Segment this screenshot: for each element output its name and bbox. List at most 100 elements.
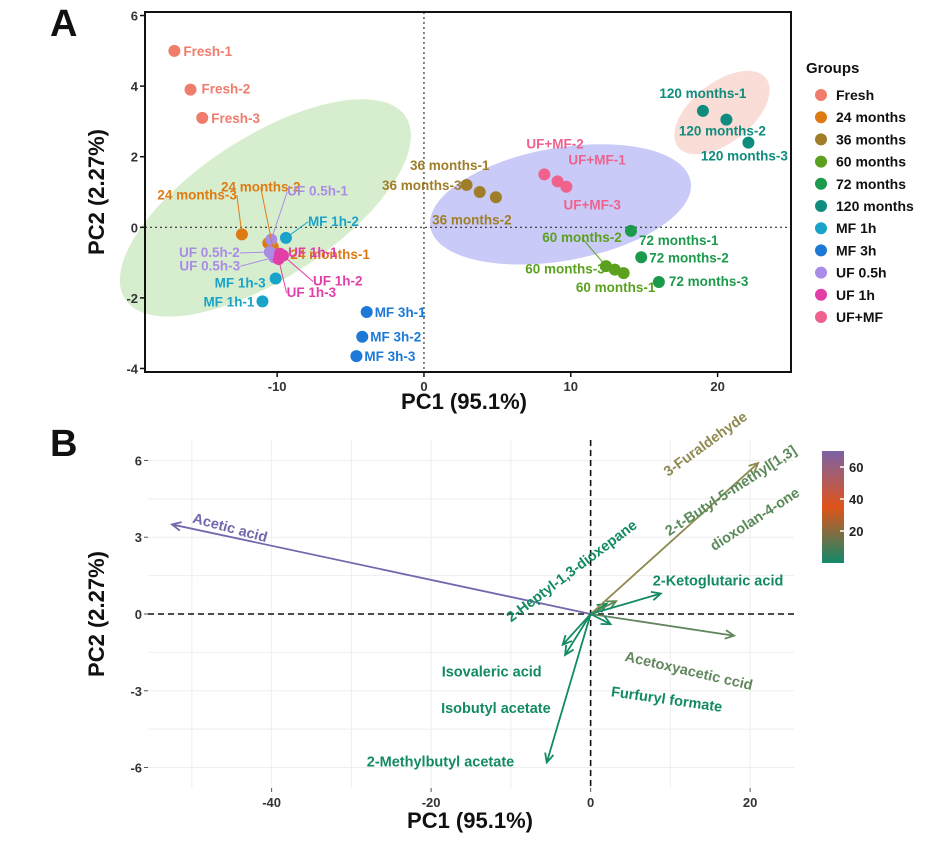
point-72-months-3 — [652, 276, 665, 288]
point-label-uf-0-5h-1: UF 0.5h-1 — [287, 184, 348, 199]
point-fresh-1 — [168, 44, 181, 57]
point-uf-mf-2 — [538, 168, 551, 181]
vector-label-2-methylbutyl-acetate: 2-Methylbutyl acetate — [367, 754, 514, 770]
point-120-months-1 — [696, 104, 709, 117]
point-label-uf-1h-1: UF 1h-1 — [288, 245, 338, 260]
vector-label-2-ketoglutaric-acid: 2-Ketoglutaric acid — [653, 574, 784, 590]
legend-label-fresh: Fresh — [836, 87, 874, 103]
legend-label-36-months: 36 months — [836, 131, 906, 147]
point-label-60-months-1: 60 months-1 — [576, 280, 656, 295]
point-label-72-months-1: 72 months-1 — [639, 233, 719, 248]
y-tick-label: -2 — [126, 291, 138, 306]
point-uf-mf-1 — [560, 180, 573, 193]
label-leader-line — [239, 251, 270, 254]
vector-label-isovaleric-acid: Isovaleric acid — [442, 665, 542, 681]
point-label-mf-1h-1: MF 1h-1 — [203, 294, 254, 309]
x-tick-label: 20 — [710, 379, 724, 394]
point-36-months-3 — [460, 178, 473, 191]
panel-a-plot-frame — [144, 11, 792, 373]
panel-a-points — [168, 44, 755, 363]
point-label-uf-0-5h-3: UF 0.5h-3 — [179, 258, 240, 273]
point-label-120-months-2: 120 months-2 — [679, 124, 766, 139]
point-label-24-months-3: 24 months-3 — [157, 187, 237, 202]
point-label-36-months-2: 36 months-2 — [432, 212, 512, 227]
vector-arrowhead-furfuryl-formate — [600, 615, 613, 626]
point-uf-mf-3 — [551, 175, 564, 188]
y-tick-label: -6 — [130, 761, 142, 776]
point-label-24-months-1: 24 months-1 — [290, 247, 370, 262]
label-leader-line — [270, 191, 288, 240]
legend-swatch-60-months — [815, 155, 827, 168]
legend-items: Fresh 24 months 36 months 60 months 72 month… — [815, 87, 914, 325]
vector-label-isobutyl-acetate: Isobutyl acetate — [441, 701, 551, 717]
point-label-120-months-3: 120 months-3 — [701, 149, 789, 164]
vector-isovaleric-acid — [562, 613, 592, 646]
ellipse-cluster-2 — [429, 144, 691, 265]
label-leader-line — [285, 221, 309, 239]
ellipse-cluster-1 — [119, 99, 411, 317]
x-tick-label: 0 — [420, 379, 427, 394]
panel-a-axis-ticks: -10 0 10 20 -4 -2 0 2 4 6 — [126, 9, 724, 394]
point-label-120-months-1: 120 months-1 — [659, 86, 747, 101]
y-tick-label: 2 — [131, 150, 138, 165]
legend: Groups Fresh 24 months 36 months 60 months 7… — [806, 60, 914, 325]
point-label-mf-3h-1: MF 3h-1 — [375, 305, 426, 320]
legend-label-120-months: 120 months — [836, 198, 914, 214]
vector-isobutyl-acetate — [564, 613, 592, 656]
point-60-months-3 — [608, 263, 621, 276]
label-leader-line — [581, 237, 607, 267]
point-label-fresh-2: Fresh-2 — [202, 82, 251, 97]
panel-letter-a: A — [50, 3, 77, 45]
vector-arrowhead-2-t-butyl-5-methyl-1-3 — [606, 600, 619, 610]
point-label-60-months-2: 60 months-2 — [542, 230, 622, 245]
vector-acetoxyacetic-ccid — [590, 613, 735, 637]
label-leader-line — [282, 255, 314, 282]
point-mf-1h-3 — [269, 272, 282, 285]
legend-title: Groups — [806, 60, 859, 77]
point-label-uf-1h-3: UF 1h-3 — [287, 285, 337, 300]
colorbar — [822, 451, 844, 563]
legend-swatch-mf-3h — [815, 244, 827, 257]
point-label-uf-mf-2: UF+MF-2 — [526, 136, 583, 151]
point-120-months-2 — [720, 113, 733, 126]
point-label-mf-3h-2: MF 3h-2 — [370, 330, 421, 345]
panel-a-ellipses — [119, 70, 770, 317]
legend-label-mf-1h: MF 1h — [836, 220, 876, 236]
vector-arrowhead-2-methylbutyl-acetate — [544, 752, 555, 765]
label-leader-line — [240, 256, 275, 267]
x-tick-label: -10 — [268, 379, 287, 394]
point-label-72-months-2: 72 months-2 — [649, 250, 729, 265]
x-tick-label: -20 — [422, 795, 441, 810]
point-label-36-months-3: 36 months-3 — [382, 178, 462, 193]
x-tick-label: 10 — [564, 379, 578, 394]
label-leader-line — [236, 195, 243, 235]
point-label-36-months-1: 36 months-1 — [410, 158, 490, 173]
y-tick-label: 4 — [131, 79, 139, 94]
point-label-uf-mf-1: UF+MF-1 — [568, 153, 626, 168]
point-fresh-3 — [196, 111, 209, 124]
legend-label-72-months: 72 months — [836, 176, 906, 192]
colorbar-tick-label: 60 — [849, 460, 863, 475]
vector-2-ketoglutaric-acid — [590, 592, 662, 615]
label-leader-line — [260, 187, 274, 247]
point-36-months-1 — [473, 186, 486, 198]
colorbar-tick-label: 20 — [849, 524, 863, 539]
panel-a-reference-lines — [145, 12, 791, 372]
legend-label-60-months: 60 months — [836, 154, 906, 170]
y-tick-label: 0 — [131, 220, 138, 235]
point-mf-1h-1 — [256, 295, 269, 308]
y-tick-label: 6 — [135, 453, 142, 468]
legend-swatch-fresh — [815, 89, 827, 101]
point-72-months-2 — [635, 251, 648, 264]
point-label-mf-3h-3: MF 3h-3 — [364, 349, 415, 364]
point-120-months-3 — [742, 136, 755, 149]
x-tick-label: 0 — [587, 795, 594, 810]
legend-label-uf-0-5h: UF 0.5h — [836, 265, 887, 281]
colorbar-tick-label: 40 — [849, 492, 863, 507]
label-leader-line — [278, 258, 288, 294]
legend-label-uf-mf: UF+MF — [836, 309, 884, 325]
x-tick-label: 20 — [743, 795, 757, 810]
vector-2-methylbutyl-acetate — [545, 613, 592, 763]
y-tick-label: -4 — [126, 361, 138, 376]
